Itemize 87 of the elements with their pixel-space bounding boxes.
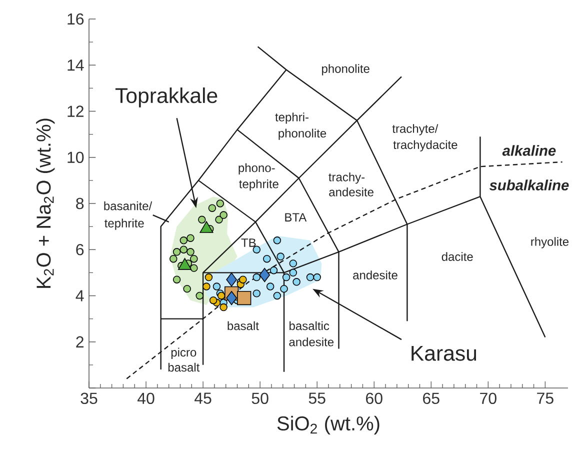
y-tick-label: 16 bbox=[68, 13, 84, 25]
x-tick-label: 40 bbox=[138, 392, 154, 404]
x-axis-title: SiO$_{2}$ (wt.%) bbox=[277, 416, 380, 434]
point bbox=[209, 296, 218, 304]
annotation: trachydacite bbox=[393, 140, 458, 152]
x-tick-label: 45 bbox=[194, 392, 212, 404]
point bbox=[204, 273, 213, 282]
point bbox=[217, 292, 226, 300]
point bbox=[289, 268, 298, 277]
point bbox=[239, 276, 247, 284]
annotation: phonolite bbox=[322, 64, 370, 76]
point bbox=[292, 278, 300, 286]
annotation: subalkaline bbox=[489, 180, 569, 190]
y-tick-label: 4 bbox=[76, 290, 84, 302]
point bbox=[208, 204, 216, 212]
annotation: trachy- bbox=[328, 172, 365, 184]
annotation: picro bbox=[171, 348, 196, 359]
point bbox=[276, 252, 284, 260]
annotation: Karasu bbox=[412, 346, 476, 361]
annotation: trachyte/ bbox=[392, 124, 438, 136]
point bbox=[220, 211, 228, 219]
y-axis-title: K$_{2}$O + Na$_{2}$O (wt.%) bbox=[36, 118, 55, 288]
point bbox=[289, 260, 298, 268]
annotation: basalt bbox=[168, 362, 200, 372]
point bbox=[170, 254, 178, 263]
annotation: andesite bbox=[353, 270, 398, 280]
x-tick-label: 65 bbox=[423, 392, 440, 404]
point bbox=[216, 200, 224, 208]
x-tick-label: 35 bbox=[80, 392, 98, 404]
annotation: BTA bbox=[285, 213, 307, 222]
annotation: rhyolite bbox=[531, 237, 569, 248]
point bbox=[252, 273, 261, 282]
point bbox=[183, 284, 191, 293]
y-tick-label: 10 bbox=[68, 152, 84, 164]
point bbox=[252, 246, 261, 254]
annotation: tephrite bbox=[104, 218, 144, 230]
point bbox=[237, 290, 252, 306]
point bbox=[273, 236, 282, 244]
annotation: phonolite bbox=[278, 128, 326, 140]
point bbox=[226, 272, 237, 287]
point bbox=[202, 282, 210, 290]
annotation: andesite bbox=[289, 337, 334, 346]
point bbox=[259, 268, 270, 282]
point bbox=[273, 292, 282, 300]
point bbox=[196, 292, 204, 300]
x-tick-label: 55 bbox=[308, 392, 326, 404]
point bbox=[198, 216, 206, 224]
annotation: Toprakkale bbox=[115, 87, 218, 108]
point bbox=[280, 284, 288, 293]
point bbox=[266, 282, 274, 290]
point bbox=[186, 248, 194, 256]
annotation: basaltic bbox=[290, 321, 330, 330]
annotation: phono- bbox=[238, 163, 275, 174]
point bbox=[313, 273, 321, 282]
point bbox=[180, 236, 188, 244]
point bbox=[270, 266, 278, 274]
point bbox=[282, 273, 290, 282]
point bbox=[306, 273, 314, 282]
annotation: TB bbox=[241, 238, 256, 247]
point bbox=[263, 254, 271, 263]
point bbox=[226, 290, 237, 306]
x-tick-label: 50 bbox=[252, 392, 268, 404]
annotation: tephrite bbox=[239, 179, 278, 191]
annotation: alkaline bbox=[502, 145, 556, 156]
y-tick-label: 2 bbox=[76, 336, 84, 348]
point bbox=[186, 234, 194, 242]
annotation: tephri- bbox=[275, 112, 308, 124]
y-tick-label: 8 bbox=[76, 198, 84, 210]
point bbox=[190, 254, 198, 263]
y-tick-label: 14 bbox=[68, 60, 84, 71]
y-tick-label: 6 bbox=[76, 244, 84, 256]
point bbox=[252, 290, 261, 298]
annotation: andesite bbox=[329, 188, 374, 196]
point bbox=[190, 264, 198, 272]
annotation: dacite bbox=[442, 252, 473, 261]
point bbox=[180, 246, 188, 254]
annotation: basanite/ bbox=[104, 201, 152, 210]
point bbox=[172, 248, 181, 256]
point bbox=[212, 282, 221, 290]
x-tick-label: 75 bbox=[537, 392, 554, 404]
x-tick-label: 60 bbox=[366, 392, 382, 404]
point bbox=[215, 216, 223, 224]
point bbox=[220, 303, 228, 312]
x-tick-label: 70 bbox=[480, 392, 496, 404]
annotation: basalt bbox=[228, 321, 259, 330]
point bbox=[172, 276, 181, 284]
y-tick-label: 12 bbox=[68, 106, 84, 117]
